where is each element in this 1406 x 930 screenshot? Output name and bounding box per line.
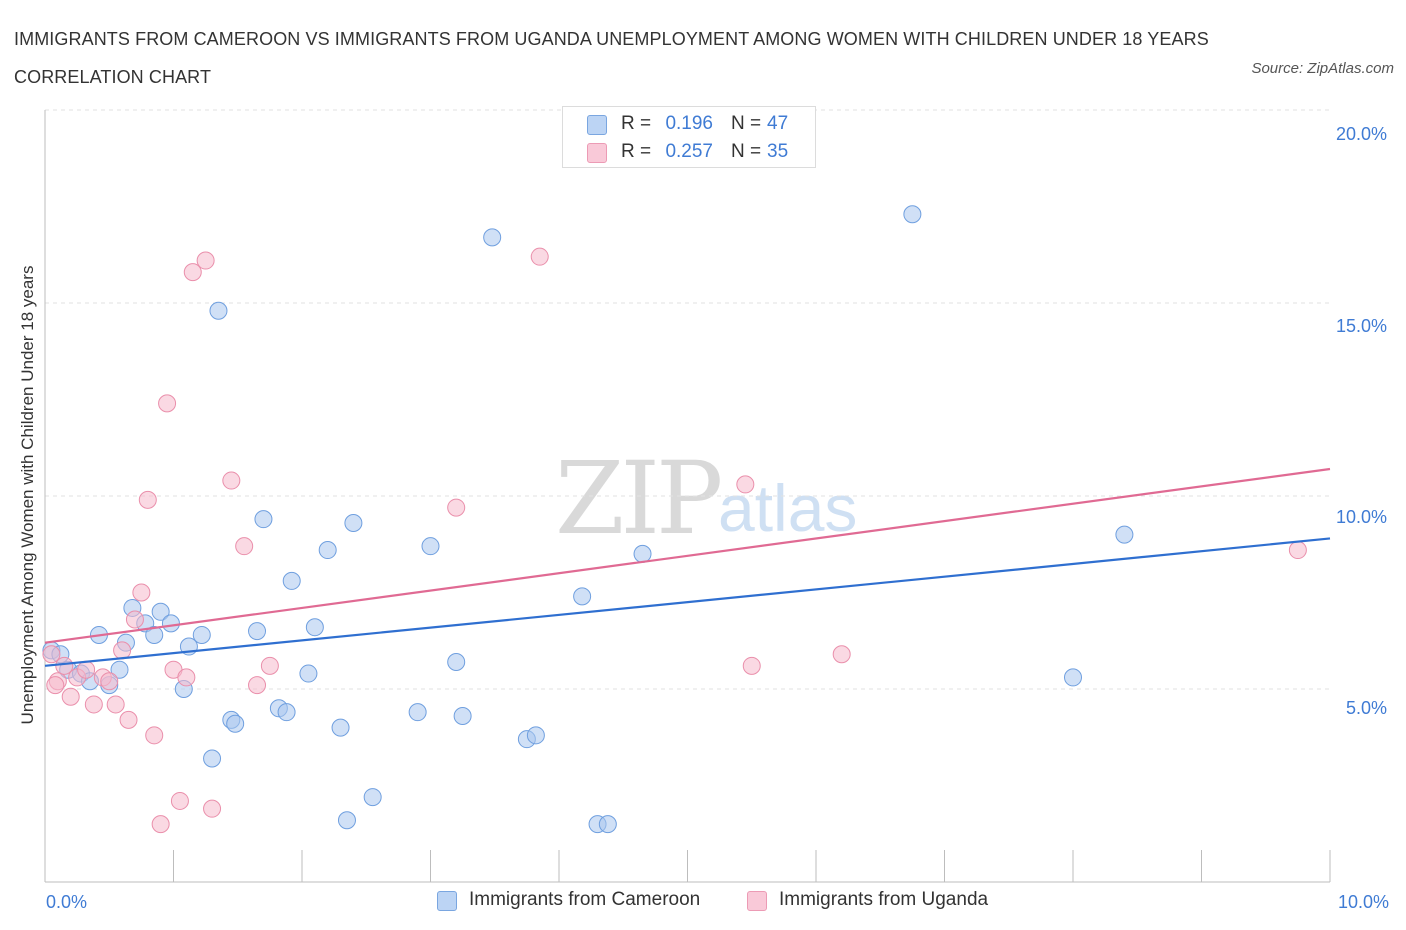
data-point-uganda bbox=[170, 791, 189, 810]
data-point-cameroon bbox=[526, 726, 545, 745]
stats-legend: R = 0.196 N = 47 R = 0.257 N = 35 bbox=[562, 106, 816, 168]
data-point-uganda bbox=[183, 263, 202, 282]
trend-line-uganda bbox=[44, 467, 1331, 644]
data-point-uganda bbox=[132, 583, 151, 602]
data-point-cameroon bbox=[331, 718, 350, 737]
data-point-cameroon bbox=[299, 664, 318, 683]
legend-r-label: R = bbox=[621, 141, 652, 162]
legend-swatch-cameroon bbox=[437, 891, 457, 911]
data-point-cameroon bbox=[192, 625, 211, 644]
data-point-cameroon bbox=[1115, 525, 1134, 544]
legend-n-label: N = bbox=[731, 141, 762, 162]
data-point-cameroon bbox=[421, 537, 440, 556]
data-point-cameroon bbox=[337, 811, 356, 830]
data-point-cameroon bbox=[248, 622, 267, 641]
data-point-uganda bbox=[736, 475, 755, 494]
data-point-uganda bbox=[177, 668, 196, 687]
data-point-uganda bbox=[832, 645, 851, 664]
data-point-uganda bbox=[203, 799, 222, 818]
data-point-cameroon bbox=[151, 602, 170, 621]
data-point-uganda bbox=[248, 676, 267, 695]
y-axis-label: Unemployment Among Women with Children U… bbox=[18, 265, 37, 725]
data-point-uganda bbox=[447, 498, 466, 517]
data-point-uganda bbox=[106, 695, 125, 714]
trend-line-cameroon bbox=[44, 537, 1331, 667]
data-point-uganda bbox=[1288, 541, 1307, 560]
data-points bbox=[42, 205, 1307, 834]
data-point-cameroon bbox=[483, 228, 502, 247]
data-point-uganda bbox=[77, 660, 96, 679]
legend-label-cameroon: Immigrants from Cameroon bbox=[469, 889, 701, 910]
data-point-cameroon bbox=[282, 571, 301, 590]
data-point-cameroon bbox=[277, 703, 296, 722]
data-point-cameroon bbox=[110, 660, 129, 679]
data-point-cameroon bbox=[1064, 668, 1082, 687]
y-tick-label-15: 15.0% bbox=[1336, 316, 1388, 336]
data-point-cameroon bbox=[161, 614, 180, 633]
data-point-uganda bbox=[196, 251, 215, 270]
legend-r-label: R = bbox=[621, 113, 652, 134]
data-point-uganda bbox=[119, 710, 138, 729]
data-point-uganda bbox=[113, 641, 132, 660]
legend-item-uganda[interactable]: Immigrants from Uganda bbox=[747, 888, 1017, 916]
x-tick-label-0: 0.0% bbox=[46, 892, 88, 912]
data-point-cameroon bbox=[447, 652, 466, 671]
legend-item-cameroon[interactable]: Immigrants from Cameroon bbox=[437, 888, 727, 916]
data-point-uganda bbox=[42, 645, 61, 664]
data-point-cameroon bbox=[226, 714, 245, 733]
x-tick-label-10: 10.0% bbox=[1338, 892, 1390, 912]
data-point-uganda bbox=[145, 726, 164, 745]
data-point-cameroon bbox=[453, 707, 472, 726]
data-point-cameroon bbox=[254, 510, 273, 529]
legend-r-value: 0.196 bbox=[665, 113, 713, 134]
data-point-uganda bbox=[222, 471, 241, 490]
data-point-uganda bbox=[260, 656, 279, 675]
data-point-uganda bbox=[84, 695, 103, 714]
data-point-cameroon bbox=[598, 815, 617, 834]
data-point-cameroon bbox=[633, 544, 652, 563]
data-point-uganda bbox=[151, 815, 170, 834]
data-point-cameroon bbox=[318, 541, 337, 560]
legend-swatch-uganda bbox=[747, 891, 767, 911]
legend-swatch-cameroon bbox=[587, 115, 607, 135]
y-tick-label-10: 10.0% bbox=[1336, 507, 1388, 527]
legend-n-label: N = bbox=[731, 113, 762, 134]
data-point-uganda bbox=[235, 537, 254, 556]
data-point-cameroon bbox=[203, 749, 222, 768]
legend-label-uganda: Immigrants from Uganda bbox=[779, 889, 989, 910]
chart-title: IMMIGRANTS FROM CAMEROON VS IMMIGRANTS F… bbox=[14, 29, 1209, 87]
axes bbox=[44, 110, 1331, 883]
legend-swatch-uganda bbox=[587, 143, 607, 163]
data-point-cameroon bbox=[145, 625, 164, 644]
data-point-cameroon bbox=[305, 618, 324, 637]
data-point-cameroon bbox=[209, 301, 228, 320]
data-point-uganda bbox=[158, 394, 177, 413]
data-point-uganda bbox=[530, 247, 549, 266]
data-point-cameroon bbox=[408, 703, 427, 722]
legend-n-value: 47 bbox=[767, 113, 789, 134]
data-point-uganda bbox=[100, 672, 119, 691]
data-point-cameroon bbox=[363, 788, 382, 807]
data-point-cameroon bbox=[903, 205, 922, 224]
trend-lines bbox=[44, 467, 1331, 667]
data-point-uganda bbox=[61, 687, 80, 706]
y-axis-label-wrap: Unemployment Among Women with Children U… bbox=[18, 110, 38, 880]
y-tick-label-5: 5.0% bbox=[1346, 698, 1388, 718]
legend-n-value: 35 bbox=[767, 141, 789, 162]
data-point-uganda bbox=[742, 656, 761, 675]
chart-source: Source: ZipAtlas.com bbox=[1251, 60, 1394, 77]
watermark-zip: ZIP bbox=[555, 440, 723, 557]
data-point-cameroon bbox=[573, 587, 592, 606]
data-point-uganda bbox=[125, 610, 144, 629]
data-point-cameroon bbox=[344, 514, 363, 533]
legend-r-value: 0.257 bbox=[665, 141, 713, 162]
y-tick-label-20: 20.0% bbox=[1336, 124, 1388, 144]
data-point-uganda bbox=[46, 676, 65, 695]
data-point-uganda bbox=[138, 490, 157, 509]
